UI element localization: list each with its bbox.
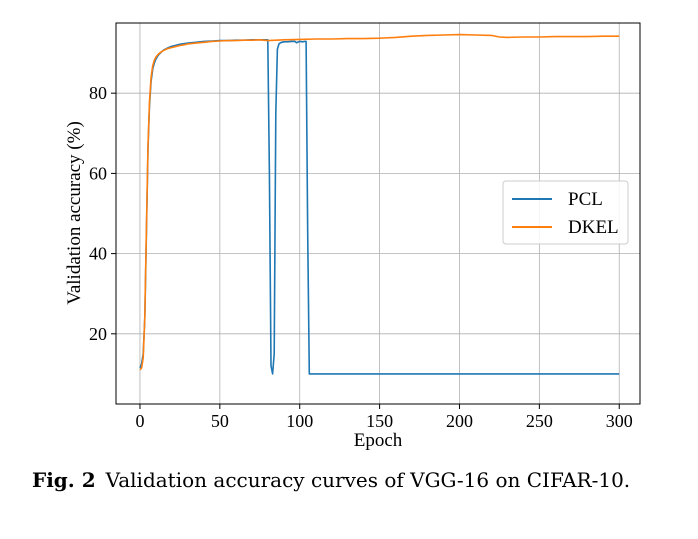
- caption-label: Fig. 2: [32, 468, 96, 492]
- plot-frame: [115, 22, 641, 405]
- x-tick-label: 100: [286, 411, 313, 431]
- x-axis: 0 50 100 150 200 250 300: [135, 404, 633, 431]
- x-tick-label: 50: [211, 411, 229, 431]
- series-line-dkel: [139, 33, 620, 371]
- x-tick-label: 300: [606, 411, 633, 431]
- x-tick-label: 150: [366, 411, 393, 431]
- y-axis: 20 40 60 80: [89, 83, 116, 344]
- figure-caption: Fig. 2 Validation accuracy curves of VGG-…: [32, 466, 682, 495]
- y-axis-label: Validation accuracy (%): [64, 121, 85, 305]
- x-tick-label: 0: [135, 411, 144, 431]
- legend-label-pcl: PCL: [568, 189, 603, 210]
- legend-label-dkel: DKEL: [568, 217, 619, 238]
- chart: 0 50 100 150 200 250 300 20 40 60 80 Epoch Valida…: [64, 22, 641, 451]
- caption-text: Validation accuracy curves of VGG-16 on …: [105, 468, 631, 492]
- y-tick-label: 80: [89, 83, 107, 103]
- legend: PCL DKEL: [502, 180, 629, 245]
- y-tick-label: 60: [89, 163, 107, 183]
- y-tick-label: 40: [89, 244, 107, 264]
- x-tick-label: 250: [526, 411, 553, 431]
- legend-box: [502, 180, 629, 245]
- x-axis-label: Epoch: [354, 430, 403, 451]
- x-tick-label: 200: [446, 411, 473, 431]
- y-tick-label: 20: [89, 324, 107, 344]
- series-group: [139, 33, 620, 375]
